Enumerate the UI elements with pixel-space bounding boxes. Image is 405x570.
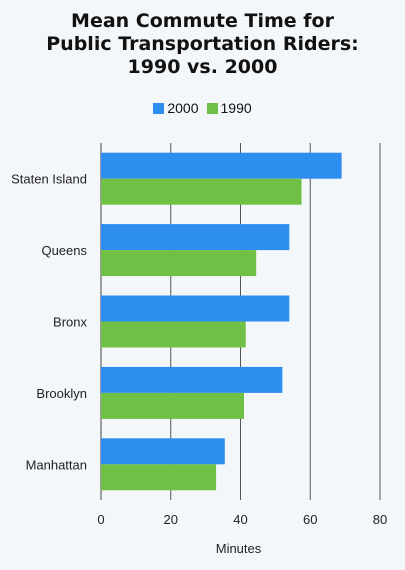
bar-1990-queens [101, 250, 257, 277]
legend-item-2000: 2000 [153, 100, 199, 116]
category-label: Queens [41, 243, 87, 258]
bar-1990-brooklyn [101, 392, 244, 419]
bar-2000-bronx [101, 295, 290, 322]
bar-2000-queens [101, 224, 290, 251]
bar-2000-manhattan [101, 438, 225, 465]
category-label: Manhattan [26, 457, 87, 472]
legend-label-1990: 1990 [220, 100, 252, 116]
chart-title: Mean Commute Time for Public Transportat… [0, 10, 405, 79]
x-tick-label: 20 [164, 512, 178, 527]
chart-title-line: 1990 vs. 2000 [127, 56, 278, 78]
bar-1990-bronx [101, 321, 246, 348]
legend-swatch-1990 [206, 102, 218, 114]
bar-1990-staten-island [101, 178, 302, 205]
x-tick-label: 40 [233, 512, 247, 527]
x-axis-label: Minutes [216, 541, 262, 556]
chart-title-line: Public Transportation Riders: [46, 33, 359, 55]
legend-swatch-2000 [153, 102, 165, 114]
legend-item-1990: 1990 [206, 100, 252, 116]
chart-legend: 2000 1990 [0, 100, 405, 116]
x-tick-label: 60 [303, 512, 317, 527]
x-tick-label: 0 [97, 512, 104, 527]
bar-1990-manhattan [101, 464, 217, 491]
category-label: Bronx [53, 315, 87, 330]
x-tick-label: 80 [373, 512, 387, 527]
chart-title-line: Mean Commute Time for [71, 10, 334, 32]
legend-label-2000: 2000 [167, 100, 199, 116]
category-label: Brooklyn [36, 386, 87, 401]
bar-2000-brooklyn [101, 366, 283, 393]
bar-2000-staten-island [101, 152, 342, 179]
category-label: Staten Island [11, 172, 87, 187]
